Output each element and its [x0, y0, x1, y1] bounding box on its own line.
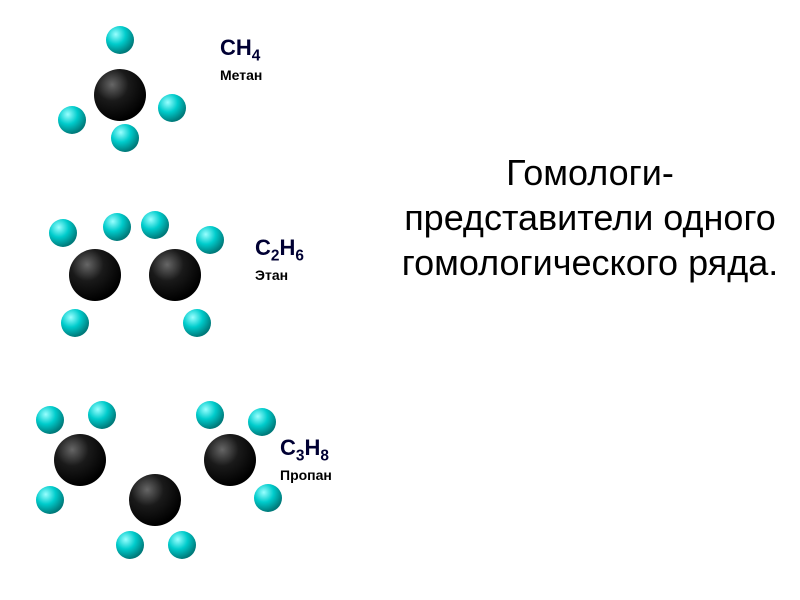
hydrogen-atom [106, 26, 134, 54]
formula-block-ethane: C2H6 Этан [255, 235, 304, 283]
hydrogen-atom [88, 401, 116, 429]
hydrogen-atom [103, 213, 131, 241]
hydrogen-atom [141, 211, 169, 239]
main-heading: Гомологи- представители одного гомологич… [390, 150, 790, 285]
hydrogen-atom [111, 124, 139, 152]
hydrogen-atom [116, 531, 144, 559]
carbon-atom [129, 474, 181, 526]
hydrogen-atom [248, 408, 276, 436]
formula-ethane: C2H6 [255, 235, 304, 265]
carbon-atom [69, 249, 121, 301]
molecule-name-propane: Пропан [280, 467, 332, 483]
formula-methane: CH4 [220, 35, 262, 65]
formula-propane: C3H8 [280, 435, 332, 465]
hydrogen-atom [158, 94, 186, 122]
hydrogen-atom [254, 484, 282, 512]
carbon-atom [54, 434, 106, 486]
hydrogen-atom [49, 219, 77, 247]
formula-block-propane: C3H8 Пропан [280, 435, 332, 483]
hydrogen-atom [196, 401, 224, 429]
hydrogen-atom [168, 531, 196, 559]
hydrogen-atom [183, 309, 211, 337]
hydrogen-atom [36, 486, 64, 514]
hydrogen-atom [196, 226, 224, 254]
molecule-ethane [15, 185, 255, 355]
carbon-atom [149, 249, 201, 301]
carbon-atom [204, 434, 256, 486]
hydrogen-atom [58, 106, 86, 134]
carbon-atom [94, 69, 146, 121]
formula-block-methane: CH4 Метан [220, 35, 262, 83]
molecule-panel: CH4 Метан C2H6 Этан C3H8 [0, 0, 380, 600]
molecule-name-methane: Метан [220, 67, 262, 83]
molecule-propane [10, 380, 310, 570]
hydrogen-atom [36, 406, 64, 434]
hydrogen-atom [61, 309, 89, 337]
molecule-name-ethane: Этан [255, 267, 304, 283]
molecule-methane [30, 10, 210, 170]
